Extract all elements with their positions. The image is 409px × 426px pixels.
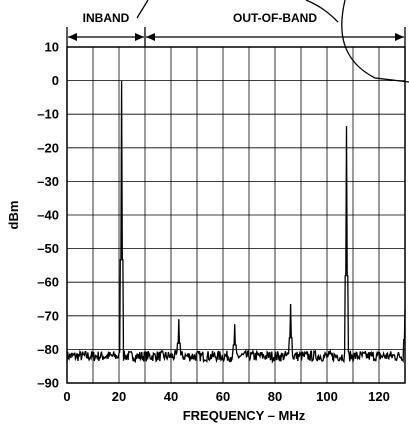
y-tick-label: –70 xyxy=(37,308,59,323)
y-axis-ticks: 10 0 –10 –20 –30 –40 –50 –60 –70 –80 –90 xyxy=(37,40,59,391)
callout-curve-left xyxy=(136,0,149,19)
y-tick-label: –30 xyxy=(37,174,59,189)
x-axis-title: FREQUENCY – MHz xyxy=(183,408,306,423)
spectrum-trace xyxy=(66,80,406,364)
out-of-band-label: OUT-OF-BAND xyxy=(233,11,317,25)
y-tick-label: –90 xyxy=(37,376,59,391)
arrowhead-right xyxy=(135,33,144,41)
y-tick-label: –60 xyxy=(37,275,59,290)
x-tick-label: 80 xyxy=(268,389,282,404)
x-tick-label: 60 xyxy=(216,389,230,404)
callout-curves xyxy=(136,0,409,83)
inband-label: INBAND xyxy=(83,11,130,25)
y-tick-label: –80 xyxy=(37,342,59,357)
y-tick-label: 10 xyxy=(45,40,59,55)
x-tick-label: 20 xyxy=(112,389,126,404)
y-tick-label: –10 xyxy=(37,107,59,122)
band-annotations: INBAND OUT-OF-BAND xyxy=(66,11,406,47)
grid xyxy=(67,46,405,384)
x-axis-ticks: 0 20 40 60 80 100 120 xyxy=(63,389,389,404)
x-tick-label: 100 xyxy=(316,389,338,404)
x-tick-label: 120 xyxy=(368,389,390,404)
x-tick-label: 40 xyxy=(164,389,178,404)
y-tick-label: 0 xyxy=(52,73,59,88)
arrowhead-right xyxy=(395,33,404,41)
callout-curve-middle xyxy=(305,0,339,23)
plot-frame xyxy=(66,46,406,384)
y-axis-title: dBm xyxy=(6,201,21,230)
arrowhead-left xyxy=(146,33,155,41)
y-tick-label: –50 xyxy=(37,241,59,256)
arrowhead-left xyxy=(68,33,77,41)
callout-curve-right xyxy=(341,0,409,83)
y-tick-label: –20 xyxy=(37,140,59,155)
y-tick-label: –40 xyxy=(37,208,59,223)
x-tick-label: 0 xyxy=(63,389,70,404)
